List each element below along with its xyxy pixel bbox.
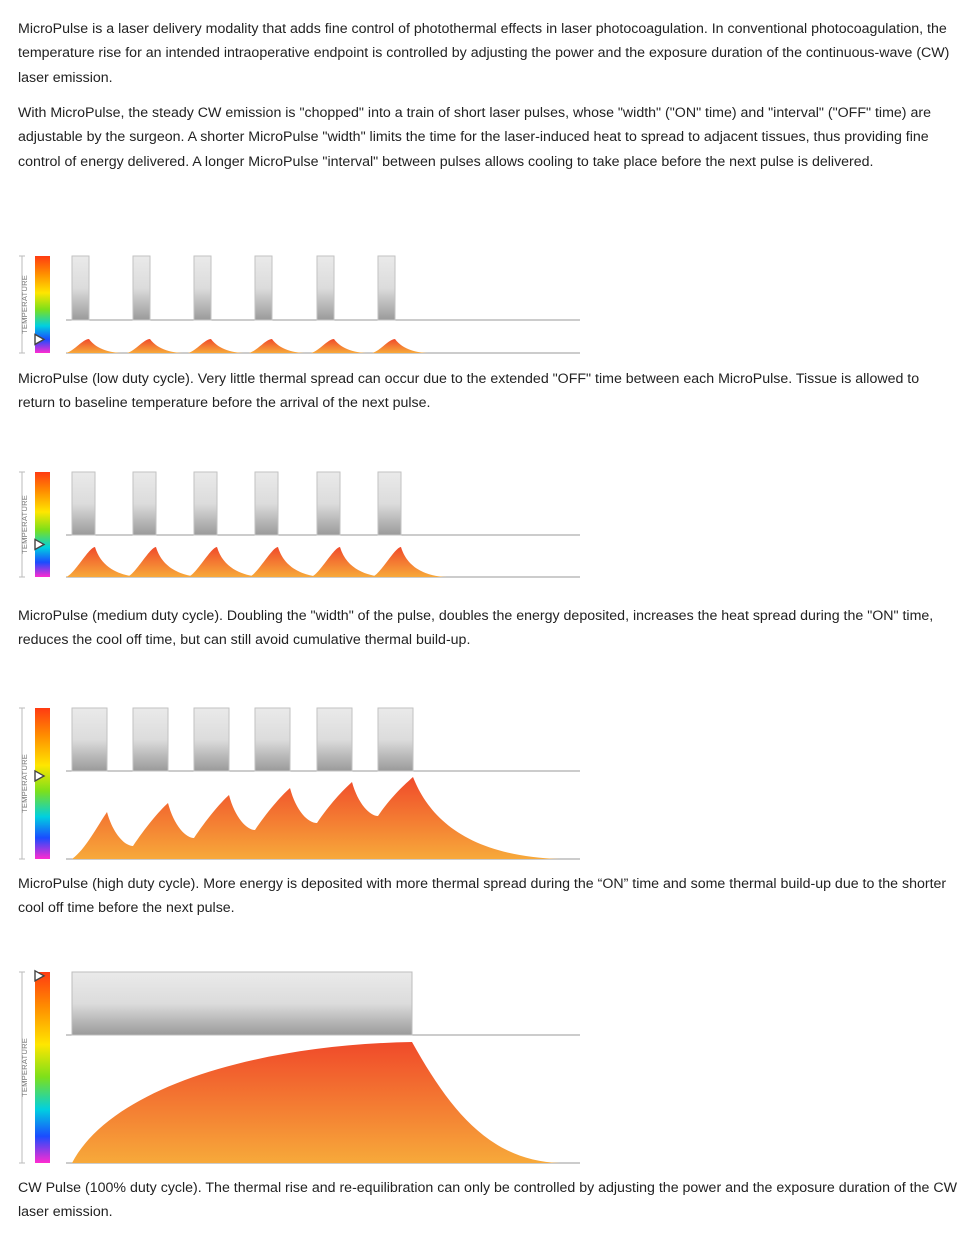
laser-pulse bbox=[193, 471, 218, 536]
thermal-response-bump bbox=[311, 547, 388, 577]
thermal-response-bump bbox=[188, 339, 246, 353]
laser-pulse bbox=[377, 471, 402, 536]
caption-low-duty: MicroPulse (low duty cycle). Very little… bbox=[18, 371, 920, 412]
temperature-axis-label: TEMPERATURE bbox=[20, 754, 29, 813]
figure-high-duty: TEMPERATURE bbox=[19, 707, 580, 860]
laser-pulse bbox=[377, 707, 414, 772]
laser-pulse bbox=[193, 255, 212, 321]
figure-medium-duty: TEMPERATURE bbox=[19, 471, 580, 578]
thermal-response-bump bbox=[188, 547, 265, 577]
laser-pulse bbox=[254, 255, 273, 321]
thermal-response-bump bbox=[66, 339, 124, 353]
laser-pulse bbox=[316, 471, 341, 536]
caption-medium-duty: MicroPulse (medium duty cycle). Doubling… bbox=[18, 608, 934, 649]
thermal-response-curve bbox=[72, 1042, 560, 1163]
laser-pulse bbox=[254, 707, 291, 772]
figure-low-duty: TEMPERATURE bbox=[19, 255, 580, 354]
thermal-response-bump bbox=[372, 339, 430, 353]
intro-paragraph-1: MicroPulse is a laser delivery modality … bbox=[18, 21, 950, 86]
thermal-response-bump bbox=[127, 547, 204, 577]
caption-high-duty: MicroPulse (high duty cycle). More energ… bbox=[18, 876, 947, 917]
temperature-scale-bar bbox=[35, 256, 50, 353]
laser-pulse bbox=[193, 707, 230, 772]
temperature-scale-bar bbox=[35, 472, 50, 577]
laser-pulse bbox=[71, 255, 90, 321]
temperature-scale-bar bbox=[35, 972, 50, 1163]
caption-cw-pulse: CW Pulse (100% duty cycle). The thermal … bbox=[18, 1180, 957, 1221]
temperature-scale-bar bbox=[35, 708, 50, 859]
laser-pulse bbox=[316, 255, 335, 321]
laser-pulse bbox=[71, 471, 96, 536]
thermal-response-bump bbox=[66, 547, 143, 577]
intro-paragraph-2: With MicroPulse, the steady CW emission … bbox=[18, 105, 931, 170]
thermal-response-bump bbox=[311, 339, 369, 353]
temperature-marker-icon bbox=[34, 333, 46, 346]
laser-pulse bbox=[377, 255, 396, 321]
laser-pulse bbox=[254, 471, 279, 536]
temperature-axis-label: TEMPERATURE bbox=[20, 1038, 29, 1097]
thermal-response-bump bbox=[127, 339, 185, 353]
laser-pulse bbox=[132, 707, 169, 772]
thermal-response-bump bbox=[249, 339, 307, 353]
thermal-response-bump bbox=[249, 547, 326, 577]
laser-pulse bbox=[71, 707, 108, 772]
temperature-axis-label: TEMPERATURE bbox=[20, 495, 29, 554]
laser-pulse bbox=[132, 255, 151, 321]
laser-emission-bar bbox=[71, 971, 413, 1036]
temperature-axis-label: TEMPERATURE bbox=[20, 275, 29, 334]
thermal-response-curve bbox=[72, 777, 560, 859]
laser-pulse bbox=[316, 707, 353, 772]
figure-cw-duty: TEMPERATURE bbox=[19, 969, 580, 1164]
laser-pulse bbox=[132, 471, 157, 536]
temperature-marker-icon bbox=[34, 969, 46, 983]
thermal-response-bump bbox=[372, 547, 449, 577]
temperature-marker-icon bbox=[34, 769, 46, 783]
temperature-marker-icon bbox=[34, 538, 46, 551]
